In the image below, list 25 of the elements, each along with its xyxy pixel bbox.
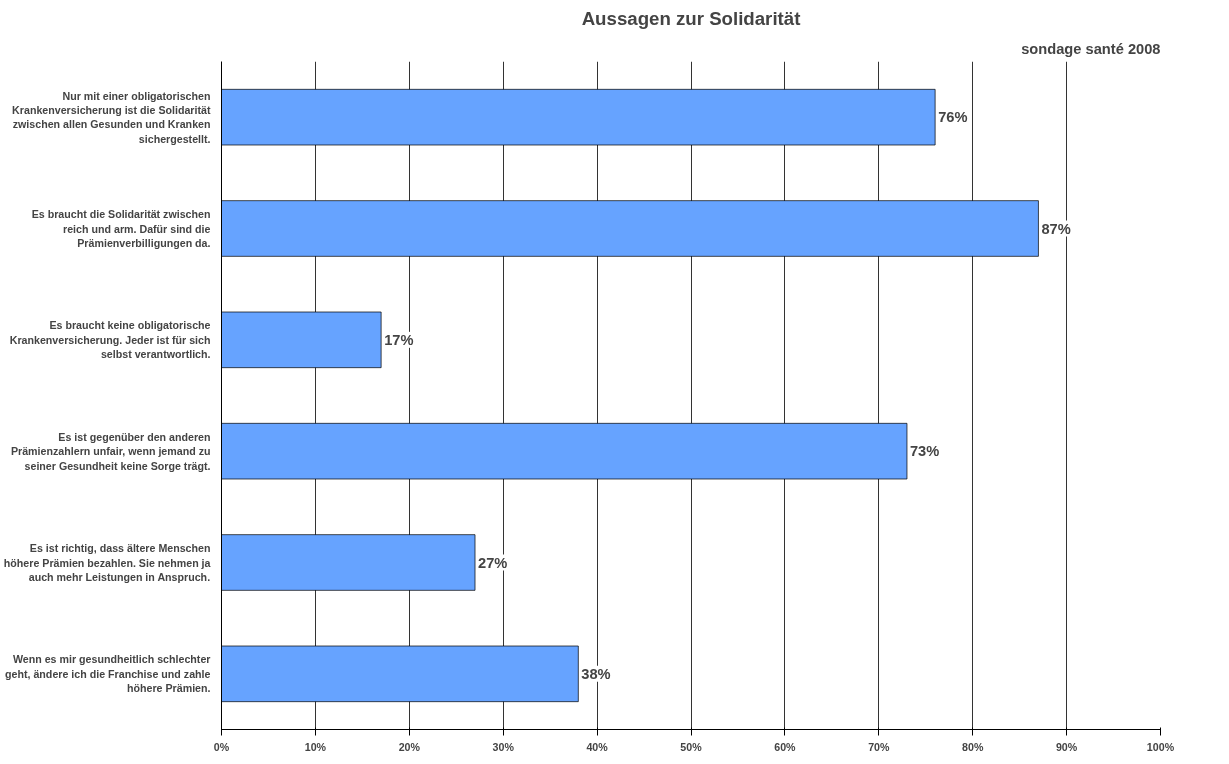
y-tick-label: Nur mit einer obligatorischen Krankenversicherung ist die Solidarität zwischen allen Gesunden und Kranken sichergestellt. (12, 89, 211, 145)
chart-subtitle: sondage santé 2008 (1021, 40, 1161, 57)
y-tick-label: Es ist gegenüber den anderen Prämienzahlern unfair, wenn jemand zu seiner Gesundheit keine Sorge trägt. (10, 430, 211, 472)
data-label: 87% (1041, 220, 1071, 237)
x-tick-label: 0% (213, 740, 230, 753)
data-label: 76% (938, 109, 968, 126)
x-tick-label: 90% (1055, 740, 1078, 753)
data-label: 27% (478, 554, 508, 571)
x-tick-label: 10% (304, 740, 327, 753)
x-tick-label: 20% (398, 740, 421, 753)
y-tick-label: Es braucht keine obligatorische Krankenversicherung. Jeder ist für sich selbst verantwortlich. (9, 319, 211, 361)
y-tick-label: Wenn es mir gesundheitlich schlechter geht, ändere ich die Franchise und zahle höhere Prämien. (5, 653, 211, 695)
x-tick-label: 80% (962, 740, 984, 753)
data-label: 73% (909, 443, 940, 460)
x-tick-label: 40% (586, 740, 609, 753)
y-tick-label: Es braucht die Solidarität zwischen reich und arm. Dafür sind die Prämienverbilligungen da. (31, 208, 211, 249)
x-tick-label: 100% (1146, 740, 1175, 753)
data-label: 38% (581, 665, 611, 682)
data-label: 17% (384, 331, 414, 348)
x-tick-label: 30% (492, 740, 515, 753)
x-tick-label: 50% (680, 740, 703, 753)
x-tick-label: 60% (774, 740, 797, 753)
chart-title: Aussagen zur Solidarität (581, 7, 801, 29)
y-tick-label: Es ist richtig, dass ältere Menschen höhere Prämien bezahlen. Sie nehmen ja auch mehr Leistungen in Anspruch. (3, 542, 211, 583)
x-tick-label: 70% (868, 740, 890, 753)
